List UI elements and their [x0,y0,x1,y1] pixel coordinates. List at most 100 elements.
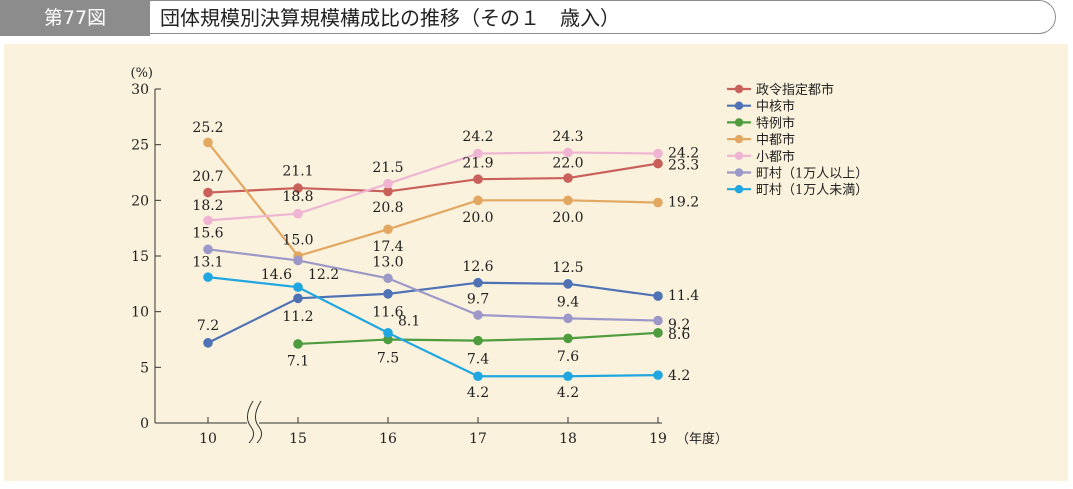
axis-break-mark [247,400,255,444]
data-label: 9.7 [467,291,489,307]
series-line [207,162,659,194]
data-label: 11.4 [668,288,699,304]
data-label: 13.0 [372,255,403,271]
data-label: 13.1 [192,255,223,271]
data-label: 18.8 [282,189,313,205]
data-label: 20.0 [552,210,583,226]
x-tick-label: 18 [559,431,577,447]
data-point [383,273,393,284]
data-label: 25.2 [192,120,223,136]
data-label: 4.2 [668,368,690,384]
data-point [473,195,483,206]
data-point [653,148,663,159]
data-label: 24.3 [552,129,583,145]
series-line [207,141,659,258]
legend-label: 小都市 [756,149,795,165]
data-point [383,289,393,299]
data-label: 7.6 [557,349,579,365]
legend-label: 中都市 [756,132,795,148]
data-point [473,310,483,320]
legend-marker [734,185,744,194]
data-label: 24.2 [668,145,699,161]
x-tick-label: 17 [469,431,487,447]
legend-label: 町村（1万人未満） [756,183,868,198]
data-label: 7.4 [467,351,489,367]
data-point [563,173,573,183]
data-label: 21.1 [282,163,313,179]
data-label: 7.1 [287,354,309,370]
data-label: 7.2 [197,318,219,334]
data-point [383,328,393,338]
legend-marker [734,118,744,127]
data-label: 23.3 [668,158,699,174]
data-label: 14.6 [261,267,292,283]
legend-label: 中核市 [756,99,795,115]
data-point [653,291,663,301]
legend-marker [734,101,744,110]
figure-number: 第77図 [0,0,150,36]
legend-marker [734,168,744,177]
data-point [203,187,213,198]
data-label: 20.7 [192,169,223,185]
x-tick-label: 15 [289,431,307,447]
data-point [563,313,573,324]
x-tick-label: 19 [649,431,667,447]
data-point [563,371,573,382]
data-point [203,215,213,226]
y-tick-label: 20 [131,193,149,209]
data-point [293,339,303,349]
data-label: 22.0 [552,155,583,171]
data-point [203,338,213,348]
data-point [383,178,393,189]
data-label: 19.2 [668,194,699,210]
data-point [563,333,573,344]
axis-break-mark [255,400,263,444]
legend-marker [734,151,744,160]
data-point [563,147,573,158]
data-point [473,174,483,184]
data-label: 24.2 [462,129,493,145]
y-tick-label: 0 [140,416,149,432]
series-line [207,281,659,344]
data-label: 9.4 [557,295,579,311]
legend-label: 町村（1万人以上） [756,167,868,182]
y-tick-label: 15 [131,249,149,265]
data-point [203,137,213,148]
data-point [293,208,303,219]
data-label: 15.0 [282,232,313,248]
x-unit-label: （年度） [676,431,728,447]
data-point [563,195,573,206]
y-tick-label: 10 [131,305,149,321]
data-label: 15.6 [192,226,223,242]
data-label: 20.8 [372,200,403,216]
data-label: 4.2 [557,385,579,401]
chart-title: 団体規模別決算規模構成比の推移（その１ 歳入） [150,0,1056,34]
data-point [563,279,573,289]
data-label: 8.1 [398,314,420,330]
data-label: 4.2 [467,385,489,401]
data-label: 11.2 [282,309,313,325]
data-point [653,328,663,338]
data-point [653,370,663,380]
data-point [293,255,303,266]
data-label: 9.2 [668,317,690,333]
data-point [383,186,393,197]
y-tick-label: 25 [131,138,149,154]
data-point [653,158,663,169]
legend-label: 政令指定都市 [756,82,834,98]
data-point [293,183,303,193]
data-label: 7.5 [377,350,399,366]
y-unit-label: (%) [131,66,154,81]
data-point [473,148,483,159]
data-label: 17.4 [372,239,403,255]
data-label: 21.5 [372,160,403,176]
data-label: 12.2 [308,267,339,283]
data-label: 21.9 [462,155,493,171]
data-label: 12.5 [552,260,583,276]
x-tick-label: 16 [379,431,397,447]
y-tick-label: 30 [131,82,149,98]
series-line [207,248,659,322]
series-line [207,151,659,222]
